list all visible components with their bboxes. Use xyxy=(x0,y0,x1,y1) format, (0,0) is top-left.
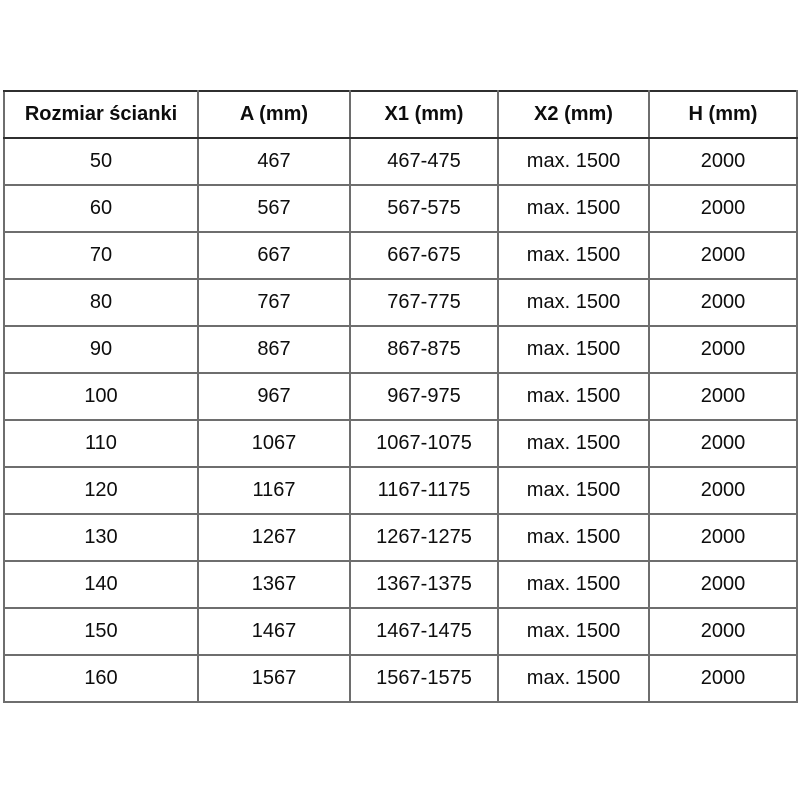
column-header-x1-mm: X1 (mm) xyxy=(349,90,499,139)
table-cell: 567-575 xyxy=(349,184,499,233)
table-cell: 1367 xyxy=(197,560,351,609)
table-cell: 130 xyxy=(3,513,199,562)
table-cell: 2000 xyxy=(648,137,798,186)
table-row: 150 1467 1467-1475 max. 1500 2000 xyxy=(3,607,798,656)
table-cell: 2000 xyxy=(648,231,798,280)
table-row: 100 967 967-975 max. 1500 2000 xyxy=(3,372,798,421)
table-cell: 1467 xyxy=(197,607,351,656)
table-cell: 1567-1575 xyxy=(349,654,499,703)
table-cell: 80 xyxy=(3,278,199,327)
table-cell: 2000 xyxy=(648,654,798,703)
table-cell: max. 1500 xyxy=(497,513,650,562)
table-cell: 2000 xyxy=(648,607,798,656)
table-row: 130 1267 1267-1275 max. 1500 2000 xyxy=(3,513,798,562)
table-cell: 467 xyxy=(197,137,351,186)
table-cell: 1067 xyxy=(197,419,351,468)
table-cell: max. 1500 xyxy=(497,184,650,233)
table-cell: max. 1500 xyxy=(497,654,650,703)
table-cell: 867 xyxy=(197,325,351,374)
table-cell: max. 1500 xyxy=(497,466,650,515)
column-header-a-mm: A (mm) xyxy=(197,90,351,139)
table-cell: 90 xyxy=(3,325,199,374)
table-row: 60 567 567-575 max. 1500 2000 xyxy=(3,184,798,233)
column-header-rozmiar-scianki: Rozmiar ścianki xyxy=(3,90,199,139)
table-cell: 150 xyxy=(3,607,199,656)
size-spec-table: Rozmiar ścianki A (mm) X1 (mm) X2 (mm) H… xyxy=(3,90,798,703)
table-cell: 2000 xyxy=(648,560,798,609)
table-cell: max. 1500 xyxy=(497,560,650,609)
table-row: 80 767 767-775 max. 1500 2000 xyxy=(3,278,798,327)
table-cell: 1067-1075 xyxy=(349,419,499,468)
table-cell: 1567 xyxy=(197,654,351,703)
table-cell: 1167 xyxy=(197,466,351,515)
table-cell: 160 xyxy=(3,654,199,703)
table-cell: 667-675 xyxy=(349,231,499,280)
table-cell: 100 xyxy=(3,372,199,421)
table-cell: 567 xyxy=(197,184,351,233)
table-cell: max. 1500 xyxy=(497,325,650,374)
table-row: 50 467 467-475 max. 1500 2000 xyxy=(3,137,798,186)
table-cell: max. 1500 xyxy=(497,372,650,421)
table-cell: 110 xyxy=(3,419,199,468)
table-cell: 2000 xyxy=(648,278,798,327)
table-cell: 767 xyxy=(197,278,351,327)
table-cell: 467-475 xyxy=(349,137,499,186)
table-cell: 867-875 xyxy=(349,325,499,374)
table-cell: 120 xyxy=(3,466,199,515)
table-row: 120 1167 1167-1175 max. 1500 2000 xyxy=(3,466,798,515)
table-cell: 2000 xyxy=(648,419,798,468)
table-body: 50 467 467-475 max. 1500 2000 60 567 567-575 max… xyxy=(3,137,798,703)
table-header-row: Rozmiar ścianki A (mm) X1 (mm) X2 (mm) H… xyxy=(3,90,798,139)
table-cell: max. 1500 xyxy=(497,607,650,656)
table-cell: 2000 xyxy=(648,325,798,374)
table-cell: 667 xyxy=(197,231,351,280)
table-cell: 70 xyxy=(3,231,199,280)
table-cell: 1267-1275 xyxy=(349,513,499,562)
table-cell: max. 1500 xyxy=(497,419,650,468)
table-cell: 967 xyxy=(197,372,351,421)
table-cell: 2000 xyxy=(648,466,798,515)
table-cell: 967-975 xyxy=(349,372,499,421)
table-row: 160 1567 1567-1575 max. 1500 2000 xyxy=(3,654,798,703)
table-cell: 1267 xyxy=(197,513,351,562)
table-cell: 1167-1175 xyxy=(349,466,499,515)
table-row: 90 867 867-875 max. 1500 2000 xyxy=(3,325,798,374)
table-cell: max. 1500 xyxy=(497,278,650,327)
table-cell: 2000 xyxy=(648,513,798,562)
table-cell: 60 xyxy=(3,184,199,233)
table-cell: max. 1500 xyxy=(497,231,650,280)
table-cell: 1367-1375 xyxy=(349,560,499,609)
table-row: 110 1067 1067-1075 max. 1500 2000 xyxy=(3,419,798,468)
table-row: 70 667 667-675 max. 1500 2000 xyxy=(3,231,798,280)
table-cell: 140 xyxy=(3,560,199,609)
table-cell: 2000 xyxy=(648,184,798,233)
column-header-h-mm: H (mm) xyxy=(648,90,798,139)
table-cell: 1467-1475 xyxy=(349,607,499,656)
column-header-x2-mm: X2 (mm) xyxy=(497,90,650,139)
table-row: 140 1367 1367-1375 max. 1500 2000 xyxy=(3,560,798,609)
table-cell: 767-775 xyxy=(349,278,499,327)
table-cell: max. 1500 xyxy=(497,137,650,186)
table-cell: 2000 xyxy=(648,372,798,421)
table-cell: 50 xyxy=(3,137,199,186)
